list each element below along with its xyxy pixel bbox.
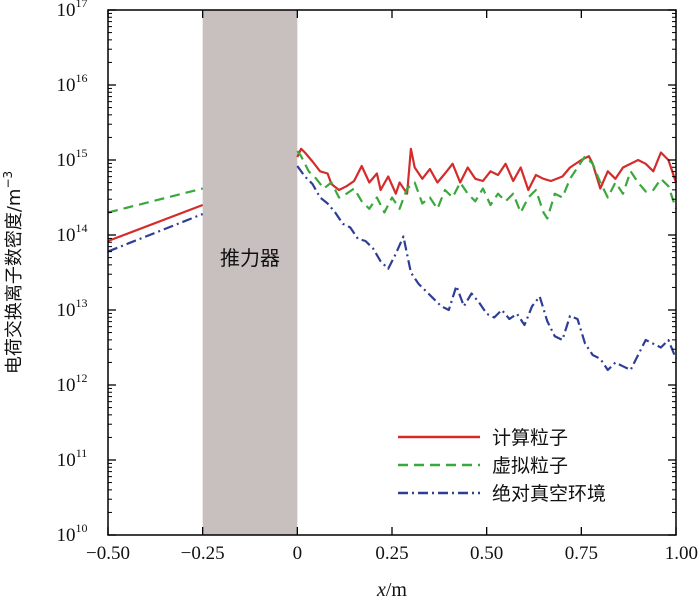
y-tick-label: 1010 (57, 521, 88, 546)
legend-label: 绝对真空环境 (492, 483, 606, 505)
y-tick-label: 1017 (57, 0, 88, 21)
x-tick-label: 1.00 (665, 543, 698, 564)
y-tick-label: 1016 (57, 71, 88, 96)
x-tick-label: 0.25 (375, 543, 408, 564)
x-tick-label: −0.50 (86, 543, 130, 564)
shaded-region-layer: 推力器 (202, 10, 298, 535)
y-tick-label: 1011 (57, 446, 88, 471)
y-tick-label: 1013 (57, 296, 88, 321)
series-layer (107, 147, 678, 372)
series-line-3-segment-1 (107, 212, 204, 253)
series-line-1-segment-2 (296, 147, 678, 195)
y-tick-label: 1012 (57, 371, 88, 396)
x-tick-label: 0.50 (470, 543, 503, 564)
series-line-3-segment-2 (296, 165, 678, 372)
plot-frame (107, 9, 677, 536)
axes-layer (107, 9, 677, 536)
x-tick-label: −0.25 (181, 543, 225, 564)
ticks-layer: −0.50 −0.25 0 0.25 0.50 0.75 1.00 1010 1011 1012 1… (57, 0, 699, 564)
x-axis-label: x/m (376, 579, 407, 601)
thruster-label: 推力器 (220, 246, 280, 270)
thruster-region (202, 10, 298, 535)
y-tick-label: 1015 (57, 146, 88, 171)
y-tick-label: 1014 (57, 221, 88, 246)
y-axis-label: 电荷交换离子数密度/m−3 (1, 171, 25, 374)
series-line-2-segment-1 (107, 187, 203, 214)
legend-label: 虚拟粒子 (492, 455, 568, 477)
x-tick-label: 0 (293, 543, 303, 564)
x-tick-label: 0.75 (565, 543, 598, 564)
legend-label: 计算粒子 (492, 427, 568, 449)
series-line-2-segment-2 (296, 150, 678, 220)
series-line-1-segment-1 (107, 203, 204, 243)
